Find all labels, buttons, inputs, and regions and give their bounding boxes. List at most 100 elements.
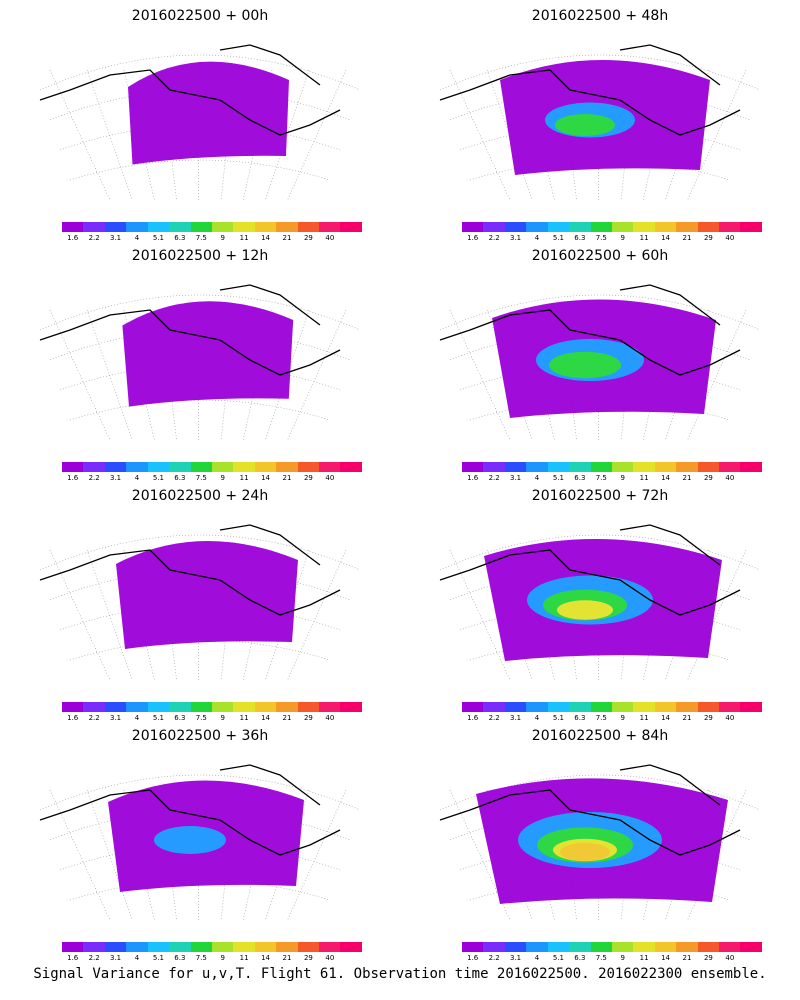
color-scale-label: 21 <box>282 954 292 962</box>
color-scale-label: 4 <box>534 474 540 482</box>
color-swatch <box>462 462 484 472</box>
color-scale-label: 14 <box>261 954 271 962</box>
polar-map <box>430 284 770 445</box>
color-swatch <box>147 702 170 712</box>
variance-fill <box>484 538 722 661</box>
color-scale-label: 9 <box>620 954 625 962</box>
color-scale-label: 29 <box>703 474 713 482</box>
color-scale-label: 3.1 <box>509 474 522 482</box>
color-swatch <box>340 222 362 232</box>
color-swatch <box>297 702 320 712</box>
variance-fill <box>492 299 716 418</box>
color-swatch <box>147 462 170 472</box>
color-swatch <box>526 702 548 712</box>
color-scale-label: 11 <box>639 234 649 242</box>
color-scale-labels: 1.6 2.2 3.1 4 5.1 6.3 7.5 9 11 14 21 29 40 <box>62 954 362 964</box>
color-scale-label: 3.1 <box>509 234 522 242</box>
color-swatch <box>654 942 677 952</box>
color-swatch <box>504 942 527 952</box>
polar-map <box>430 524 770 685</box>
color-scale-label: 14 <box>661 714 671 722</box>
color-swatch <box>169 462 191 472</box>
color-scale-label: 9 <box>620 474 625 482</box>
color-swatch <box>147 222 170 232</box>
color-swatch <box>211 942 234 952</box>
color-scale-label: 11 <box>639 954 649 962</box>
color-scale-labels: 1.6 2.2 3.1 4 5.1 6.3 7.5 9 11 14 21 29 40 <box>462 714 762 724</box>
color-swatch <box>633 942 655 952</box>
color-swatch <box>319 222 341 232</box>
color-scale-labels: 1.6 2.2 3.1 4 5.1 6.3 7.5 9 11 14 21 29 40 <box>462 474 762 484</box>
color-scale-bar <box>462 222 762 232</box>
color-scale-label: 4 <box>134 714 140 722</box>
color-swatch <box>319 942 341 952</box>
variance-fill <box>128 61 289 165</box>
color-scale-label: 3.1 <box>509 954 522 962</box>
panel-title: 2016022500 + 36h <box>131 728 269 744</box>
color-swatch <box>676 942 698 952</box>
color-scale-label: 21 <box>282 234 292 242</box>
color-swatch <box>276 222 298 232</box>
color-swatch <box>83 462 105 472</box>
polar-map <box>430 44 770 205</box>
color-swatch <box>254 702 277 712</box>
variance-fill <box>108 780 304 892</box>
color-swatch <box>83 702 105 712</box>
panel-title: 2016022500 + 00h <box>131 8 269 24</box>
color-scale-label: 40 <box>325 474 335 482</box>
color-scale-label: 29 <box>303 714 313 722</box>
color-scale-bar <box>62 702 362 712</box>
panel-title: 2016022500 + 72h <box>531 488 669 504</box>
color-scale-label: 7.5 <box>195 954 207 962</box>
coastline <box>439 764 741 856</box>
color-swatch <box>340 702 362 712</box>
color-scale-label: 3.1 <box>109 714 122 722</box>
color-scale-label: 21 <box>682 954 692 962</box>
color-scale-label: 7.5 <box>595 714 607 722</box>
color-swatch <box>147 942 170 952</box>
color-swatch <box>169 222 191 232</box>
color-swatch <box>654 702 677 712</box>
coastline <box>439 44 741 136</box>
color-swatch <box>697 942 720 952</box>
color-swatch <box>654 462 677 472</box>
color-scale-labels: 1.6 2.2 3.1 4 5.1 6.3 7.5 9 11 14 21 29 40 <box>62 234 362 244</box>
panel-title: 2016022500 + 24h <box>131 488 269 504</box>
color-swatch <box>126 222 148 232</box>
forecast-panel: 2016022500 + 84h 1.6 2.2 3.1 4 5.1 6.3 7.5 9 11 14… <box>400 720 800 962</box>
color-swatch <box>740 462 762 472</box>
variance-fill <box>500 60 710 175</box>
color-swatch <box>504 702 527 712</box>
polar-map <box>30 284 370 445</box>
color-scale-label: 9 <box>220 474 225 482</box>
panel-title: 2016022500 + 12h <box>131 248 269 264</box>
color-scale-label: 4 <box>534 954 540 962</box>
color-swatch <box>611 942 634 952</box>
panel-title: 2016022500 + 84h <box>531 728 669 744</box>
color-scale-label: 1.6 <box>467 954 479 962</box>
color-scale-label: 29 <box>703 234 713 242</box>
color-swatch <box>483 942 505 952</box>
color-swatch <box>297 462 320 472</box>
color-scale-label: 2.2 <box>488 474 500 482</box>
color-scale-label: 21 <box>682 234 692 242</box>
color-swatch <box>676 462 698 472</box>
color-swatch <box>719 222 741 232</box>
color-swatch <box>62 462 84 472</box>
color-scale-label: 2.2 <box>88 714 100 722</box>
color-swatch <box>62 702 84 712</box>
coastline <box>39 284 341 376</box>
color-swatch <box>254 222 277 232</box>
color-swatch <box>569 462 591 472</box>
color-swatch <box>611 462 634 472</box>
color-swatch <box>719 462 741 472</box>
color-scale-label: 40 <box>325 954 335 962</box>
color-scale-label: 9 <box>220 714 225 722</box>
color-scale-label: 21 <box>282 714 292 722</box>
color-swatch <box>126 462 148 472</box>
color-scale-label: 40 <box>725 954 735 962</box>
color-scale-label: 5.1 <box>552 234 564 242</box>
color-swatch <box>104 702 127 712</box>
color-swatch <box>504 222 527 232</box>
color-swatch <box>633 222 655 232</box>
